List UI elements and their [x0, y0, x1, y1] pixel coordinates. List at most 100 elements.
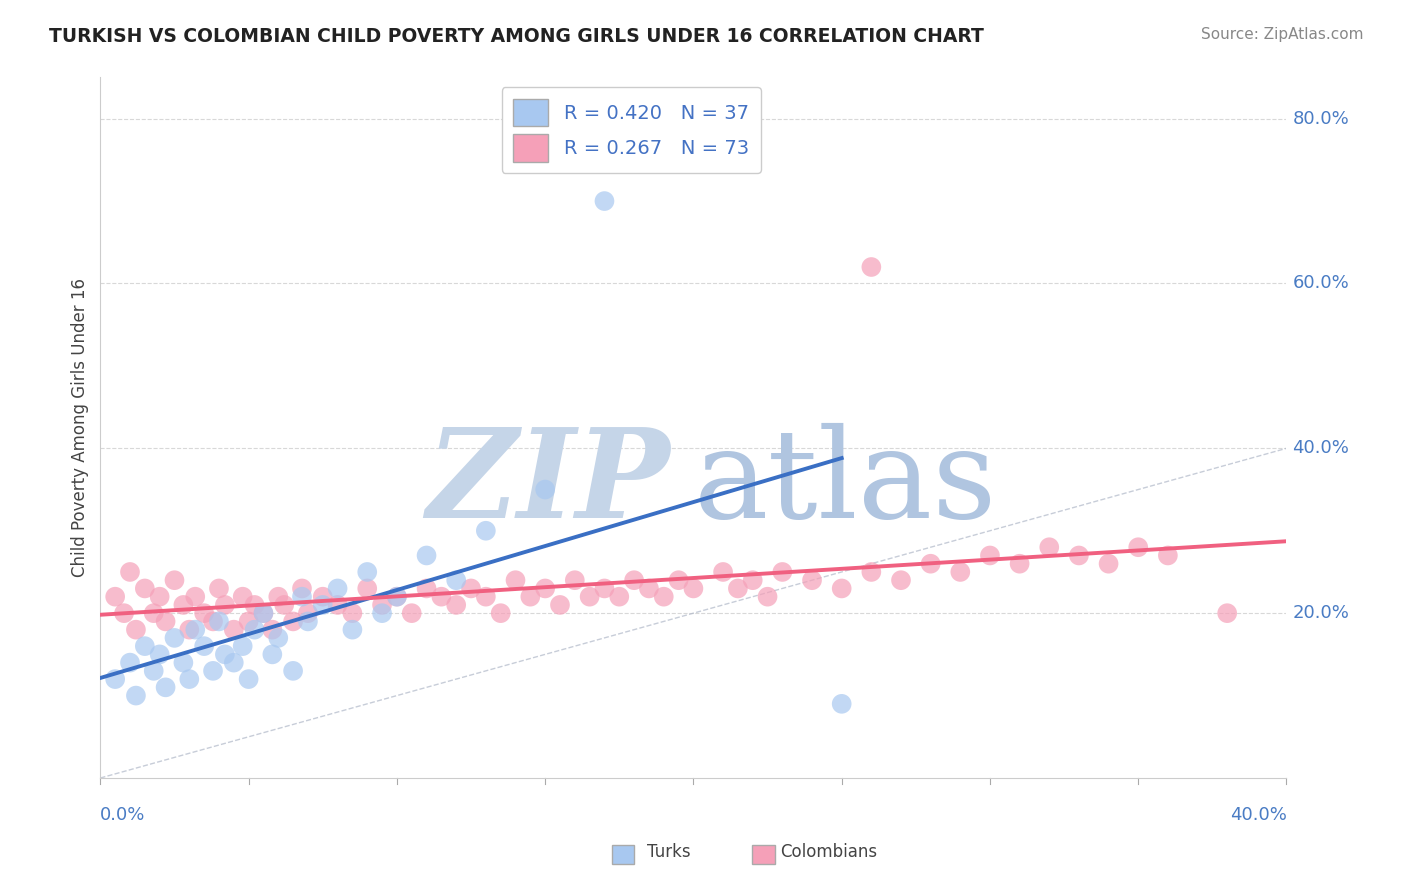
Point — [444, 598, 467, 612]
Point — [534, 582, 557, 596]
Text: Turks: Turks — [647, 843, 690, 861]
Point — [267, 590, 290, 604]
Point — [831, 697, 853, 711]
Point — [475, 590, 498, 604]
Point — [222, 656, 245, 670]
Point — [385, 590, 408, 604]
Point — [1008, 557, 1031, 571]
Point — [104, 672, 127, 686]
Legend: R = 0.420   N = 37, R = 0.267   N = 73: R = 0.420 N = 37, R = 0.267 N = 73 — [502, 87, 761, 173]
Point — [243, 623, 266, 637]
Point — [1097, 557, 1119, 571]
Point — [118, 656, 141, 670]
Point — [232, 590, 254, 604]
Text: atlas: atlas — [693, 423, 997, 544]
Point — [104, 590, 127, 604]
Point — [638, 582, 661, 596]
Point — [831, 582, 853, 596]
Point — [860, 565, 883, 579]
Point — [208, 615, 231, 629]
Point — [312, 598, 335, 612]
Point — [297, 615, 319, 629]
Point — [505, 573, 527, 587]
Point — [142, 606, 165, 620]
Point — [920, 557, 942, 571]
Point — [578, 590, 600, 604]
Point — [202, 615, 225, 629]
Point — [142, 664, 165, 678]
Point — [155, 681, 177, 695]
Point — [371, 606, 394, 620]
Point — [534, 483, 557, 497]
Point — [193, 639, 215, 653]
Point — [232, 639, 254, 653]
Point — [1067, 549, 1090, 563]
Y-axis label: Child Poverty Among Girls Under 16: Child Poverty Among Girls Under 16 — [72, 278, 89, 577]
Text: 0.0%: 0.0% — [100, 806, 146, 824]
Point — [979, 549, 1001, 563]
Point — [444, 573, 467, 587]
Point — [179, 623, 201, 637]
Point — [214, 648, 236, 662]
Point — [118, 565, 141, 579]
Point — [326, 582, 349, 596]
Point — [179, 672, 201, 686]
Point — [184, 623, 207, 637]
Point — [163, 573, 186, 587]
Point — [172, 656, 194, 670]
Point — [860, 260, 883, 274]
Point — [149, 590, 172, 604]
Point — [682, 582, 704, 596]
Point — [262, 648, 284, 662]
Point — [727, 582, 749, 596]
Point — [112, 606, 135, 620]
Point — [149, 648, 172, 662]
Point — [252, 606, 274, 620]
Point — [222, 623, 245, 637]
Point — [202, 664, 225, 678]
Point — [312, 590, 335, 604]
Point — [1216, 606, 1239, 620]
Point — [711, 565, 734, 579]
Point — [593, 582, 616, 596]
Point — [214, 598, 236, 612]
Point — [1157, 549, 1180, 563]
Point — [548, 598, 571, 612]
Point — [125, 689, 148, 703]
Point — [238, 672, 260, 686]
Text: 40.0%: 40.0% — [1230, 806, 1286, 824]
Point — [385, 590, 408, 604]
Text: 20.0%: 20.0% — [1292, 604, 1350, 622]
Point — [430, 590, 453, 604]
Point — [243, 598, 266, 612]
Point — [267, 631, 290, 645]
Point — [1038, 540, 1060, 554]
Point — [238, 615, 260, 629]
Point — [668, 573, 690, 587]
Point — [155, 615, 177, 629]
Point — [134, 582, 156, 596]
Point — [607, 590, 630, 604]
Text: ZIP: ZIP — [426, 423, 669, 544]
Point — [297, 606, 319, 620]
Text: 40.0%: 40.0% — [1292, 440, 1350, 458]
Text: Source: ZipAtlas.com: Source: ZipAtlas.com — [1201, 27, 1364, 42]
Point — [770, 565, 793, 579]
Point — [623, 573, 645, 587]
Point — [593, 194, 616, 208]
Point — [356, 565, 378, 579]
Point — [184, 590, 207, 604]
Point — [741, 573, 763, 587]
Point — [756, 590, 779, 604]
Point — [134, 639, 156, 653]
Point — [564, 573, 586, 587]
Point — [801, 573, 824, 587]
Point — [356, 582, 378, 596]
Point — [489, 606, 512, 620]
Point — [262, 623, 284, 637]
Point — [519, 590, 541, 604]
Text: 60.0%: 60.0% — [1292, 275, 1350, 293]
Point — [949, 565, 972, 579]
Point — [415, 582, 437, 596]
Point — [371, 598, 394, 612]
